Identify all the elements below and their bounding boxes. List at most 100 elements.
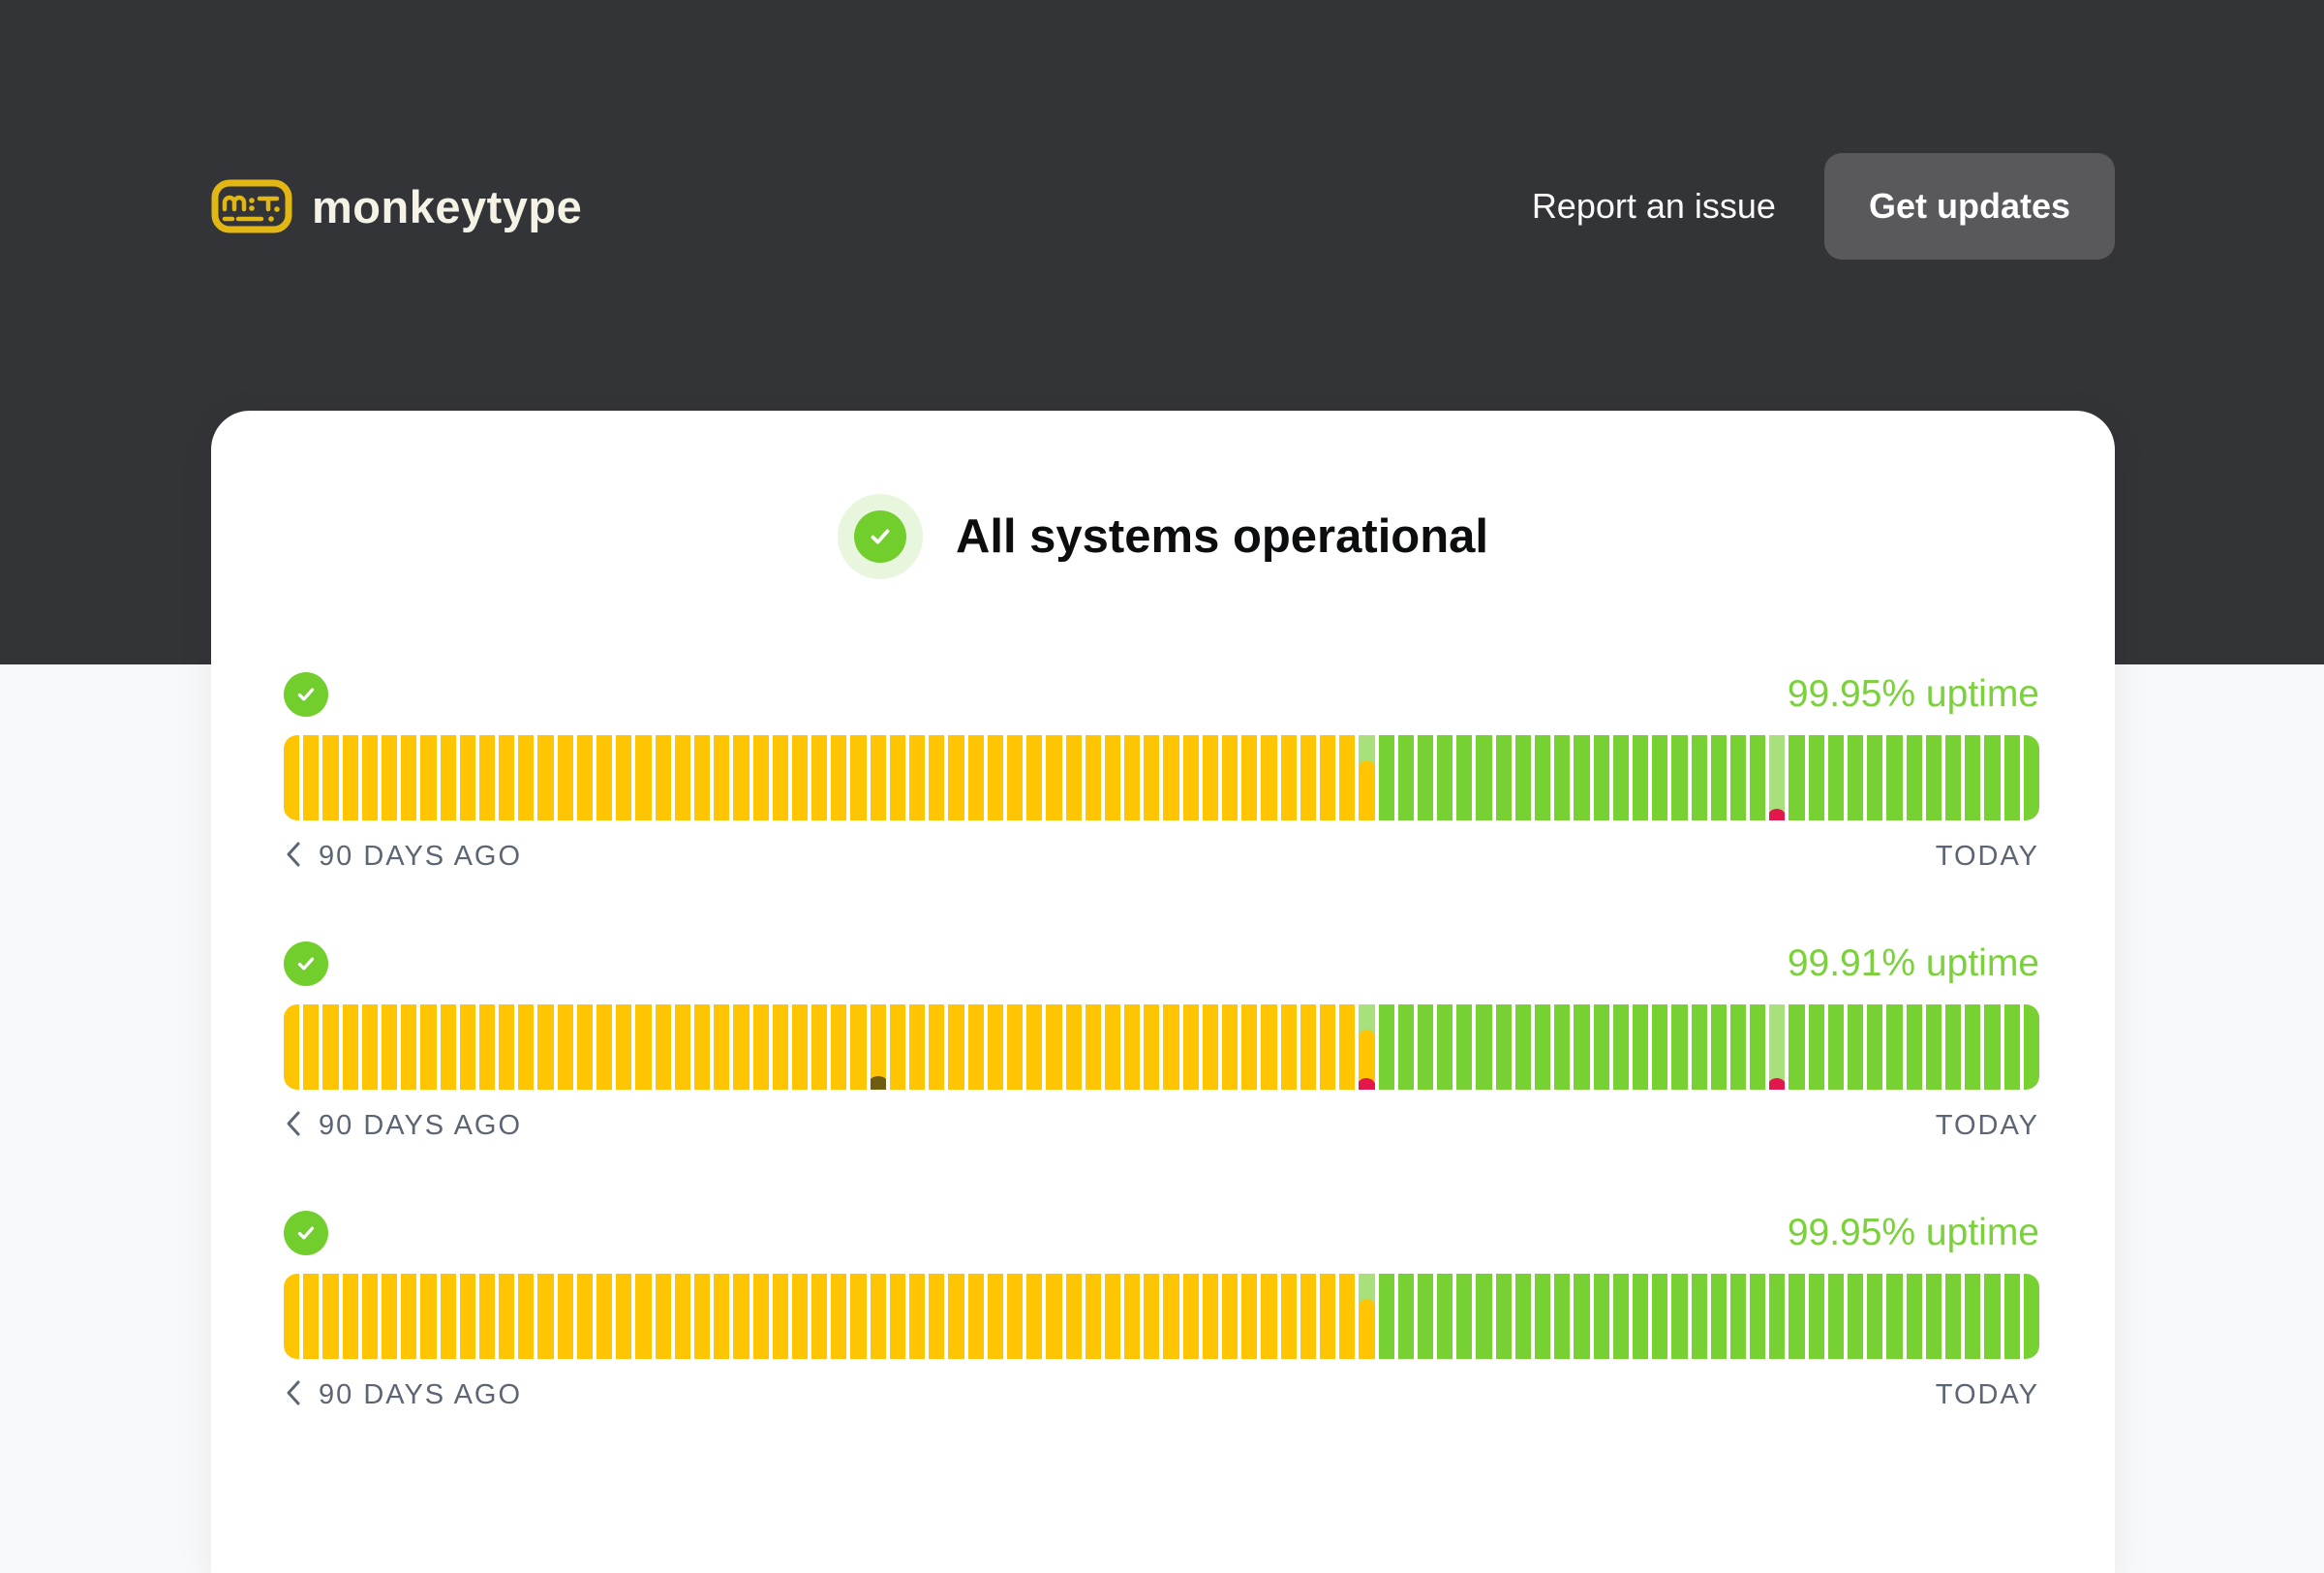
uptime-day-segment[interactable] (1006, 735, 1024, 820)
uptime-day-segment[interactable] (693, 735, 711, 820)
uptime-day-segment[interactable] (576, 1004, 593, 1090)
uptime-day-segment[interactable] (478, 1274, 496, 1359)
uptime-day-segment[interactable] (1965, 735, 1981, 820)
uptime-day-segment[interactable] (889, 735, 905, 820)
uptime-day-segment[interactable] (596, 1274, 613, 1359)
uptime-day-segment[interactable] (303, 735, 320, 820)
uptime-day-segment[interactable] (420, 1004, 437, 1090)
uptime-day-segment[interactable] (1965, 1004, 1981, 1090)
uptime-day-segment[interactable] (1632, 1004, 1649, 1090)
uptime-day-segment[interactable] (967, 1274, 984, 1359)
uptime-day-segment[interactable] (1202, 735, 1218, 820)
uptime-day-segment[interactable] (1495, 735, 1512, 820)
uptime-day-segment[interactable] (381, 1274, 398, 1359)
uptime-day-segment[interactable] (1065, 1004, 1082, 1090)
uptime-day-segment[interactable] (1182, 1004, 1199, 1090)
uptime-day-segment[interactable] (1554, 1274, 1571, 1359)
uptime-day-segment[interactable] (1612, 735, 1629, 820)
uptime-day-segment[interactable] (1202, 1004, 1218, 1090)
uptime-day-segment[interactable] (635, 735, 652, 820)
uptime-day-segment[interactable] (1750, 1004, 1766, 1090)
uptime-day-segment[interactable] (1808, 735, 1824, 820)
uptime-day-segment[interactable] (284, 1004, 300, 1090)
uptime-day-segment[interactable] (1163, 1004, 1179, 1090)
uptime-day-segment[interactable] (596, 735, 613, 820)
uptime-day-segment[interactable] (909, 1274, 926, 1359)
uptime-day-segment[interactable] (1144, 1274, 1160, 1359)
uptime-day-segment[interactable] (1280, 735, 1297, 820)
uptime-day-segment[interactable] (1339, 1004, 1356, 1090)
uptime-day-segment[interactable] (518, 735, 535, 820)
uptime-day-segment[interactable] (322, 735, 339, 820)
uptime-day-segment[interactable] (1104, 1004, 1121, 1090)
uptime-day-segment[interactable] (1222, 1274, 1238, 1359)
uptime-day-segment[interactable] (1261, 1004, 1277, 1090)
uptime-day-segment[interactable] (1750, 1274, 1766, 1359)
uptime-day-segment[interactable] (1671, 735, 1688, 820)
uptime-day-segment[interactable] (1848, 1274, 1864, 1359)
uptime-day-segment[interactable] (2023, 735, 2039, 820)
uptime-day-segment[interactable] (693, 1004, 711, 1090)
uptime-day-segment[interactable] (791, 1004, 809, 1090)
uptime-day-segment[interactable] (811, 1004, 828, 1090)
uptime-day-segment[interactable] (1085, 1274, 1101, 1359)
timeline-back-control[interactable]: 90 DAYS AGO (284, 1377, 522, 1413)
uptime-day-segment[interactable] (1710, 1274, 1727, 1359)
uptime-day-segment[interactable] (1495, 1004, 1512, 1090)
uptime-day-segment[interactable] (1144, 735, 1160, 820)
uptime-day-segment[interactable] (440, 1274, 456, 1359)
uptime-day-segment[interactable] (1104, 735, 1121, 820)
uptime-day-segment[interactable] (1397, 1274, 1414, 1359)
uptime-day-segment[interactable] (674, 1004, 690, 1090)
uptime-day-segment[interactable] (440, 1004, 456, 1090)
uptime-day-segment[interactable] (1691, 1274, 1707, 1359)
uptime-day-segment[interactable] (361, 1274, 378, 1359)
uptime-day-segment[interactable] (1046, 1274, 1062, 1359)
uptime-day-segment[interactable] (1319, 1274, 1336, 1359)
uptime-day-segment[interactable] (1359, 1274, 1375, 1359)
uptime-day-segment[interactable] (1671, 1274, 1688, 1359)
uptime-day-segment[interactable] (1456, 1004, 1473, 1090)
uptime-day-segment[interactable] (1710, 1004, 1727, 1090)
uptime-day-segment[interactable] (674, 1274, 690, 1359)
uptime-day-segment[interactable] (1867, 735, 1883, 820)
uptime-day-segment[interactable] (929, 1274, 945, 1359)
uptime-day-segment[interactable] (655, 1004, 671, 1090)
uptime-day-segment[interactable] (733, 1004, 749, 1090)
uptime-day-segment[interactable] (1222, 1004, 1238, 1090)
uptime-day-segment[interactable] (1300, 1274, 1316, 1359)
uptime-day-segment[interactable] (478, 735, 496, 820)
uptime-day-segment[interactable] (342, 1004, 358, 1090)
uptime-day-segment[interactable] (1984, 1004, 2001, 1090)
uptime-day-segment[interactable] (714, 1274, 730, 1359)
uptime-day-segment[interactable] (1397, 735, 1414, 820)
uptime-day-segment[interactable] (1241, 1004, 1258, 1090)
uptime-day-segment[interactable] (616, 1274, 632, 1359)
uptime-day-segment[interactable] (772, 1274, 788, 1359)
uptime-day-segment[interactable] (1867, 1004, 1883, 1090)
uptime-day-segment[interactable] (1046, 735, 1062, 820)
uptime-day-segment[interactable] (1554, 735, 1571, 820)
uptime-day-segment[interactable] (1456, 735, 1473, 820)
uptime-day-segment[interactable] (1144, 1004, 1160, 1090)
uptime-day-segment[interactable] (1535, 1004, 1551, 1090)
uptime-day-segment[interactable] (499, 1004, 515, 1090)
uptime-day-segment[interactable] (1124, 1274, 1141, 1359)
uptime-day-segment[interactable] (1574, 1274, 1590, 1359)
uptime-day-segment[interactable] (420, 735, 437, 820)
uptime-day-segment[interactable] (635, 1274, 652, 1359)
get-updates-button[interactable]: Get updates (1823, 153, 2115, 260)
uptime-day-segment[interactable] (1006, 1004, 1024, 1090)
uptime-day-segment[interactable] (1241, 1274, 1258, 1359)
uptime-day-segment[interactable] (1456, 1274, 1473, 1359)
uptime-day-segment[interactable] (2003, 1274, 2020, 1359)
uptime-day-segment[interactable] (1437, 1274, 1453, 1359)
uptime-day-segment[interactable] (1085, 735, 1101, 820)
uptime-day-segment[interactable] (576, 735, 593, 820)
uptime-day-segment[interactable] (596, 1004, 613, 1090)
uptime-day-segment[interactable] (831, 1004, 847, 1090)
uptime-day-segment[interactable] (499, 1274, 515, 1359)
uptime-day-segment[interactable] (791, 735, 809, 820)
uptime-day-segment[interactable] (1261, 1274, 1277, 1359)
uptime-day-segment[interactable] (2003, 735, 2020, 820)
